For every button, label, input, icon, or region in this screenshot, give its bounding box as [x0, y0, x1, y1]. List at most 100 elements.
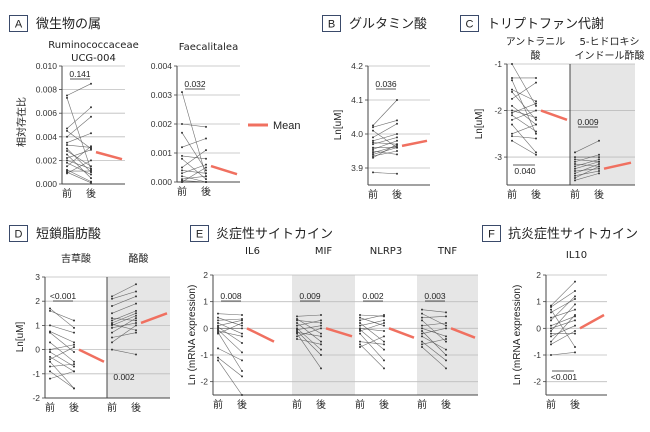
y-axis-label: 相対存在比: [15, 97, 28, 147]
subject-line: [49, 331, 75, 343]
subject-point-post: [396, 119, 398, 122]
subject-point-post: [320, 340, 322, 343]
subject-line: [217, 317, 243, 326]
subject-line: [66, 97, 92, 170]
subject-point-post: [241, 359, 243, 362]
subject-point-pre: [66, 157, 68, 160]
subject-point-post: [90, 170, 92, 173]
subject-point-pre: [421, 332, 423, 335]
subject-point-post: [535, 102, 537, 105]
subject-line: [181, 123, 207, 128]
subject-line: [511, 140, 537, 156]
subject-point-post: [598, 153, 600, 156]
subject-line: [550, 352, 576, 356]
subject-point-post: [535, 123, 537, 126]
subject-point-post: [320, 319, 322, 322]
subject-line: [372, 130, 398, 148]
x-label-pre: 前: [62, 187, 72, 200]
subject-point-post: [135, 324, 137, 327]
subject-point-pre: [550, 335, 552, 338]
subject-point-pre: [111, 317, 113, 320]
subject-point-post: [383, 343, 385, 346]
x-label-post: 後: [201, 185, 211, 198]
y-tick-label: 0.006: [36, 108, 58, 118]
subject-line: [574, 173, 600, 181]
subject-point-pre: [66, 141, 68, 144]
subject-point-post: [73, 331, 75, 334]
subject-point-post: [241, 394, 243, 396]
subject-point-post: [598, 156, 600, 159]
subject-point-post: [383, 314, 385, 316]
subject-point-pre: [181, 166, 183, 169]
subject-point-post: [574, 280, 576, 283]
subject-point-post: [90, 82, 92, 85]
y-tick-label: -2: [533, 377, 541, 387]
subject-point-post: [90, 173, 92, 176]
p-value: 0.141: [69, 69, 91, 79]
subject-point-pre: [421, 335, 423, 338]
panel-d-header: D 短鎖脂肪酸: [9, 225, 101, 242]
mean-line: [388, 327, 415, 339]
subject-line: [296, 338, 322, 345]
mean-line: [579, 313, 605, 330]
subject-point-post: [535, 130, 537, 133]
subject-point-pre: [359, 343, 361, 346]
subject-point-pre: [550, 354, 552, 356]
subject-point-pre: [550, 319, 552, 322]
mean-line: [78, 348, 105, 363]
subject-point-pre: [111, 312, 113, 315]
subject-point-pre: [49, 377, 51, 380]
subject-point-post: [241, 322, 243, 324]
y-tick-label: 2: [536, 270, 541, 280]
subject-line: [181, 164, 207, 174]
x-label-pre: 前: [546, 398, 556, 411]
subject-line: [296, 328, 322, 337]
subject-point-post: [396, 139, 398, 142]
subject-point-post: [135, 309, 137, 312]
subject-line: [217, 348, 243, 361]
subject-point-pre: [574, 165, 576, 168]
panel-f-header: F 抗炎症性サイトカイン: [482, 225, 638, 242]
subject-point-post: [383, 319, 385, 322]
subject-point-pre: [372, 171, 374, 174]
subject-point-post: [90, 115, 92, 118]
subject-line: [550, 304, 576, 332]
subject-line: [111, 315, 137, 326]
subject-point-pre: [359, 316, 361, 319]
subject-point-pre: [511, 139, 513, 142]
mean-line: [603, 161, 632, 170]
subject-line: [359, 333, 385, 361]
y-axis-label: Ln[uM]: [474, 108, 485, 139]
x-label-post: 後: [392, 188, 402, 201]
group-title: Ruminococcaceae: [48, 40, 138, 51]
subject-point-pre: [49, 355, 51, 358]
subject-point-pre: [181, 146, 183, 149]
subject-point-pre: [66, 94, 68, 97]
subject-line: [296, 325, 322, 330]
subject-point-post: [241, 375, 243, 378]
subject-point-post: [574, 346, 576, 348]
subject-point-post: [396, 143, 398, 146]
subject-point-pre: [111, 326, 113, 329]
group-title: インドール酢酸: [575, 49, 645, 62]
subject-point-post: [90, 145, 92, 148]
subject-point-pre: [359, 319, 361, 322]
subject-point-pre: [217, 312, 219, 315]
subject-line: [550, 281, 576, 306]
subject-line: [111, 313, 137, 324]
subject-line: [66, 160, 92, 174]
subject-point-pre: [66, 149, 68, 152]
subject-point-post: [445, 338, 447, 340]
subject-line: [372, 143, 398, 159]
subject-line: [111, 296, 137, 307]
panel-c-header: C トリプトファン代謝: [460, 15, 604, 32]
subject-point-post: [535, 116, 537, 119]
subject-line: [111, 349, 137, 355]
subject-point-pre: [296, 324, 298, 327]
subject-point-pre: [66, 129, 68, 132]
subject-line: [49, 346, 75, 360]
subject-point-pre: [49, 358, 51, 361]
subject-point-post: [445, 315, 447, 318]
group-title: MIF: [315, 246, 333, 257]
x-label-post: 後: [570, 398, 580, 411]
